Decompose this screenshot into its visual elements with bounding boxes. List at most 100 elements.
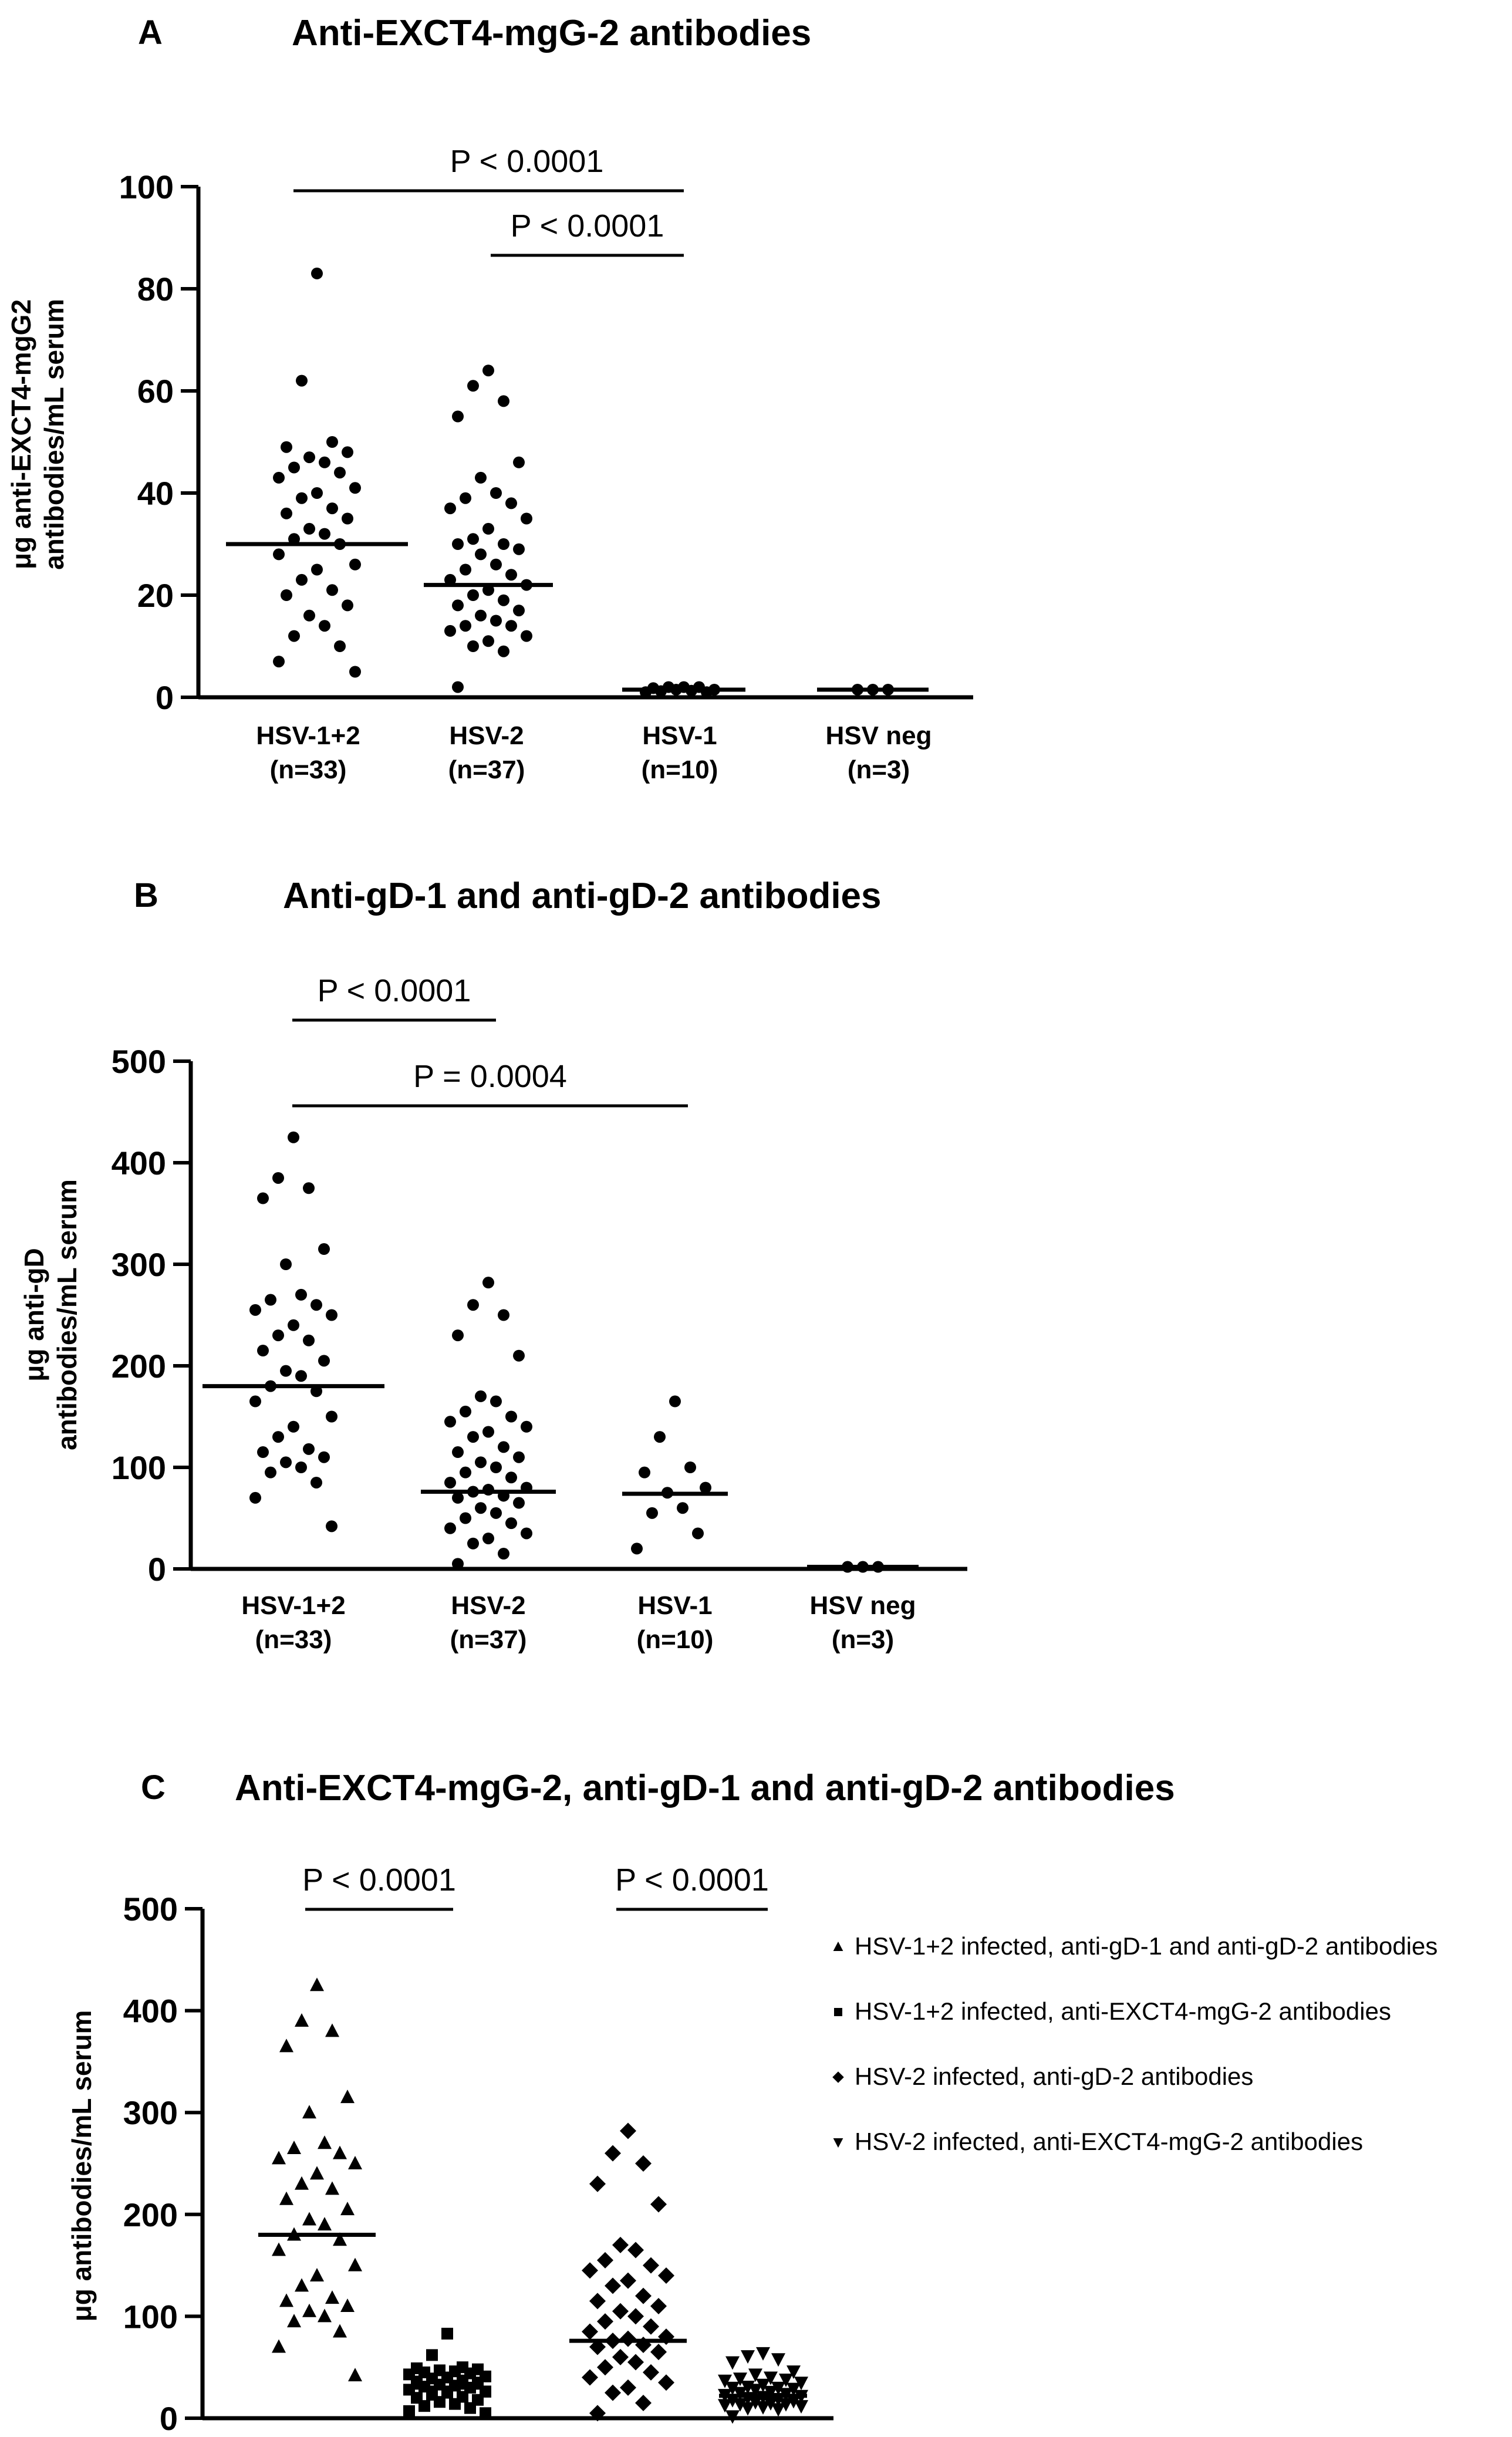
- legend-item: HSV-2 infected, anti-gD-2 antibodies: [832, 2063, 1253, 2090]
- data-point: [342, 512, 353, 525]
- data-point: [318, 2308, 332, 2323]
- data-point: [467, 1431, 479, 1443]
- data-point: [325, 2023, 339, 2037]
- data-point: [756, 2378, 770, 2392]
- data-point: [756, 2347, 770, 2361]
- data-point: [272, 1172, 284, 1184]
- data-point: [612, 2236, 629, 2253]
- data-point: [295, 1461, 307, 1473]
- data-point: [490, 558, 502, 571]
- data-point: [287, 2314, 301, 2328]
- data-point: [444, 1416, 456, 1428]
- data-point: [340, 2090, 355, 2104]
- p-value-label: P < 0.0001: [450, 144, 604, 179]
- data-point: [582, 2262, 598, 2279]
- data-point: [467, 1537, 479, 1550]
- data-point: [490, 615, 502, 627]
- data-point: [627, 2308, 644, 2325]
- data-point: [272, 1329, 284, 1342]
- data-point: [310, 1977, 324, 1992]
- data-point: [627, 2242, 644, 2259]
- data-point: [302, 2303, 316, 2317]
- data-point: [521, 1420, 532, 1433]
- legend-item: HSV-2 infected, anti-EXCT4-mgG-2 antibod…: [833, 2128, 1363, 2155]
- data-point: [612, 2348, 629, 2365]
- y-tick-label: 0: [148, 1551, 166, 1588]
- data-point: [288, 1420, 299, 1433]
- data-point: [319, 456, 330, 468]
- data-point: [669, 1395, 681, 1407]
- data-point: [771, 2381, 785, 2395]
- data-point: [303, 522, 315, 535]
- data-point: [513, 1349, 525, 1362]
- data-point: [441, 2387, 453, 2399]
- data-point: [326, 1410, 338, 1423]
- data-point: [349, 666, 361, 678]
- x-category-count: (n=10): [642, 755, 718, 784]
- data-point: [444, 1522, 456, 1534]
- data-point: [426, 2349, 438, 2361]
- y-tick-label: 0: [160, 2400, 178, 2437]
- data-point: [521, 630, 532, 642]
- series-group: [622, 681, 745, 698]
- legend-label: HSV-2 infected, anti-EXCT4-mgG-2 antibod…: [855, 2128, 1363, 2155]
- data-point: [764, 2371, 778, 2385]
- series-group: [807, 1561, 919, 1573]
- y-axis-label: antibodies/mL serum: [52, 1179, 82, 1450]
- data-point: [605, 2277, 621, 2294]
- data-point: [287, 2140, 301, 2154]
- data-point: [733, 2387, 747, 2401]
- data-point: [318, 1243, 330, 1255]
- data-point: [650, 2298, 667, 2315]
- data-point: [475, 548, 487, 561]
- data-point: [513, 456, 525, 468]
- data-point: [764, 2397, 778, 2411]
- data-point: [310, 1385, 322, 1398]
- data-point: [326, 436, 338, 448]
- data-point: [741, 2350, 755, 2364]
- data-point: [498, 538, 509, 550]
- y-axis-label: μg antibodies/mL serum: [66, 2010, 97, 2322]
- data-point: [700, 1481, 711, 1494]
- data-point: [295, 2176, 309, 2190]
- p-value-label: P < 0.0001: [302, 1862, 456, 1898]
- data-point: [779, 2398, 793, 2412]
- panel-c-plot: 0 100 200 300 400 500 μg antibodies/mL serum P …: [66, 1862, 1437, 2437]
- data-point: [296, 573, 308, 586]
- data-point: [303, 451, 315, 464]
- data-point: [419, 2400, 430, 2412]
- data-point: [325, 2290, 339, 2304]
- data-point: [334, 467, 346, 479]
- data-point: [302, 2212, 316, 2226]
- y-tick-label: 40: [137, 475, 174, 512]
- x-category-count: (n=37): [448, 755, 525, 784]
- panel-c-title: Anti-EXCT4-mgG-2, anti-gD-1 and anti-gD-…: [235, 1768, 1175, 1808]
- data-point: [302, 2105, 316, 2119]
- x-category-label: HSV neg: [826, 721, 932, 750]
- data-point: [441, 2327, 453, 2340]
- data-point: [725, 2410, 740, 2424]
- data-point: [513, 1451, 525, 1463]
- data-point: [498, 1441, 509, 1453]
- data-point: [279, 2293, 293, 2307]
- data-point: [467, 1299, 479, 1311]
- data-point: [498, 594, 509, 606]
- data-point: [249, 1304, 261, 1316]
- data-point: [631, 1542, 643, 1555]
- data-point: [643, 2364, 659, 2381]
- data-point: [620, 2122, 636, 2139]
- data-point: [460, 492, 471, 504]
- data-point: [521, 512, 532, 525]
- data-point: [342, 599, 353, 612]
- y-tick-label: 20: [137, 577, 174, 614]
- data-point: [460, 1405, 471, 1417]
- legend-marker: [833, 2138, 843, 2148]
- data-point: [279, 2038, 293, 2053]
- data-point: [449, 2398, 461, 2410]
- data-point: [643, 2257, 659, 2274]
- data-point: [310, 1476, 322, 1488]
- data-point: [257, 1192, 269, 1204]
- data-point: [654, 1431, 666, 1443]
- data-point: [475, 1390, 487, 1402]
